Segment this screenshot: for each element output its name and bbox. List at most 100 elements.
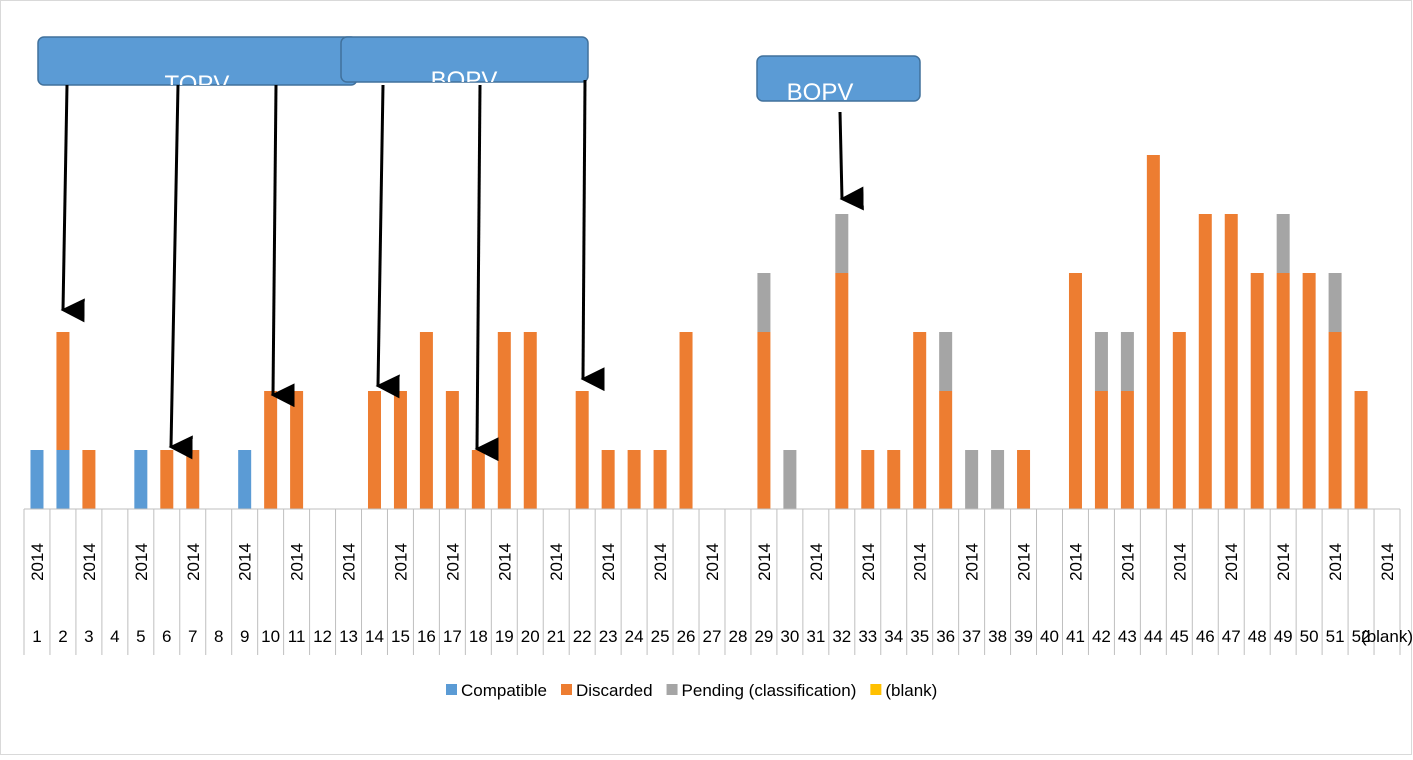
bar-segment xyxy=(575,391,589,509)
legend-label: Discarded xyxy=(576,681,653,700)
x-tick-label: (blank) xyxy=(1361,627,1413,646)
x-tick-label: 21 xyxy=(547,627,566,646)
legend-swatch xyxy=(666,684,678,695)
group-label: 2014 xyxy=(1274,543,1293,581)
legend-label: Compatible xyxy=(461,681,547,700)
x-tick-label: 19 xyxy=(495,627,514,646)
x-tick-label: 11 xyxy=(288,627,306,646)
x-tick-label: 22 xyxy=(573,627,592,646)
group-label: 2014 xyxy=(1118,543,1137,581)
group-label: 2014 xyxy=(1170,543,1189,581)
x-tick-label: 2 xyxy=(58,627,67,646)
x-tick-label: 42 xyxy=(1092,627,1111,646)
bar-segment xyxy=(290,391,304,509)
bar-segment xyxy=(1146,155,1160,509)
x-tick-label: 45 xyxy=(1170,627,1189,646)
bar-segment xyxy=(1068,273,1082,509)
bar-segment xyxy=(134,450,148,509)
bar-segment xyxy=(30,450,44,509)
bar-segment xyxy=(783,450,797,509)
group-label: 2014 xyxy=(859,543,878,581)
annotation-arrow xyxy=(60,84,85,323)
bar-segment xyxy=(367,391,381,509)
bar-segment xyxy=(757,332,771,509)
group-label: 2014 xyxy=(963,543,982,581)
bar-segment xyxy=(1120,391,1134,509)
group-label: 2014 xyxy=(236,543,255,581)
bar-segment xyxy=(186,450,200,509)
group-label: 2014 xyxy=(184,543,203,581)
bar-segment xyxy=(82,450,96,509)
x-tick-label: 47 xyxy=(1222,627,1241,646)
bar-segment xyxy=(939,391,953,509)
group-label: 2014 xyxy=(288,543,307,581)
group-label: 2014 xyxy=(911,543,930,581)
group-label: 2014 xyxy=(651,543,670,581)
x-tick-label: 49 xyxy=(1274,627,1293,646)
x-tick-label: 38 xyxy=(988,627,1007,646)
annotation-arrow xyxy=(474,84,499,462)
bar-segment xyxy=(264,391,278,509)
x-tick-label: 24 xyxy=(625,627,644,646)
bar-segment xyxy=(1198,214,1212,509)
bar-segment xyxy=(497,332,511,509)
annotation-text: TOPV xyxy=(165,71,230,98)
group-label: 2014 xyxy=(340,543,359,581)
x-tick-label: 7 xyxy=(188,627,197,646)
bar-segment xyxy=(471,450,485,509)
x-tick-label: 9 xyxy=(240,627,249,646)
annotation-arrow xyxy=(375,84,400,399)
x-tick-label: 43 xyxy=(1118,627,1137,646)
x-tick-label: 33 xyxy=(858,627,877,646)
bar-segment xyxy=(835,273,849,509)
x-tick-label: 23 xyxy=(599,627,618,646)
annotation-box xyxy=(340,36,589,83)
x-tick-label: 41 xyxy=(1066,627,1085,646)
annotation-arrow xyxy=(838,111,864,211)
x-tick-label: 6 xyxy=(162,627,171,646)
group-label: 2014 xyxy=(80,543,99,581)
group-label: 2014 xyxy=(703,543,722,581)
group-label: 2014 xyxy=(1066,543,1085,581)
bar-segment xyxy=(913,332,927,509)
x-tick-label: 26 xyxy=(677,627,696,646)
annotation-arrow xyxy=(270,84,295,408)
group-label: 2014 xyxy=(28,543,47,581)
bar-segment xyxy=(861,450,875,509)
bar-segment xyxy=(1120,332,1134,391)
x-tick-label: 36 xyxy=(936,627,955,646)
x-tick-label: 15 xyxy=(391,627,410,646)
bar-segment xyxy=(1094,391,1108,509)
x-tick-label: 25 xyxy=(651,627,670,646)
bar-segment xyxy=(1328,273,1342,332)
x-tick-label: 51 xyxy=(1326,627,1345,646)
annotation-arrow xyxy=(580,79,605,392)
x-tick-label: 8 xyxy=(214,627,223,646)
annotation-arrow xyxy=(168,84,193,460)
bar-segment xyxy=(887,450,901,509)
legend-swatch xyxy=(446,684,457,695)
bar-segment xyxy=(56,450,70,509)
bar-segment xyxy=(56,332,70,450)
group-label: 2014 xyxy=(132,543,151,581)
bar-segment xyxy=(1250,273,1264,509)
x-tick-label: 27 xyxy=(703,627,722,646)
x-tick-label: 30 xyxy=(780,627,799,646)
bar-segment xyxy=(1094,332,1108,391)
bar-segment xyxy=(238,450,252,509)
x-tick-label: 52 xyxy=(1352,627,1371,646)
bar-segment xyxy=(1354,391,1368,509)
group-label: 2014 xyxy=(1378,543,1397,581)
x-tick-label: 4 xyxy=(110,627,119,646)
legend-label: Pending (classification) xyxy=(682,681,857,700)
bar-segment xyxy=(1224,214,1238,509)
x-tick-label: 39 xyxy=(1014,627,1033,646)
x-tick-label: 44 xyxy=(1144,627,1163,646)
group-label: 2014 xyxy=(1015,543,1034,581)
x-tick-label: 3 xyxy=(84,627,93,646)
x-tick-label: 16 xyxy=(417,627,436,646)
bar-segment xyxy=(653,450,667,509)
legend-label: (blank) xyxy=(885,681,937,700)
x-tick-label: 12 xyxy=(313,627,332,646)
